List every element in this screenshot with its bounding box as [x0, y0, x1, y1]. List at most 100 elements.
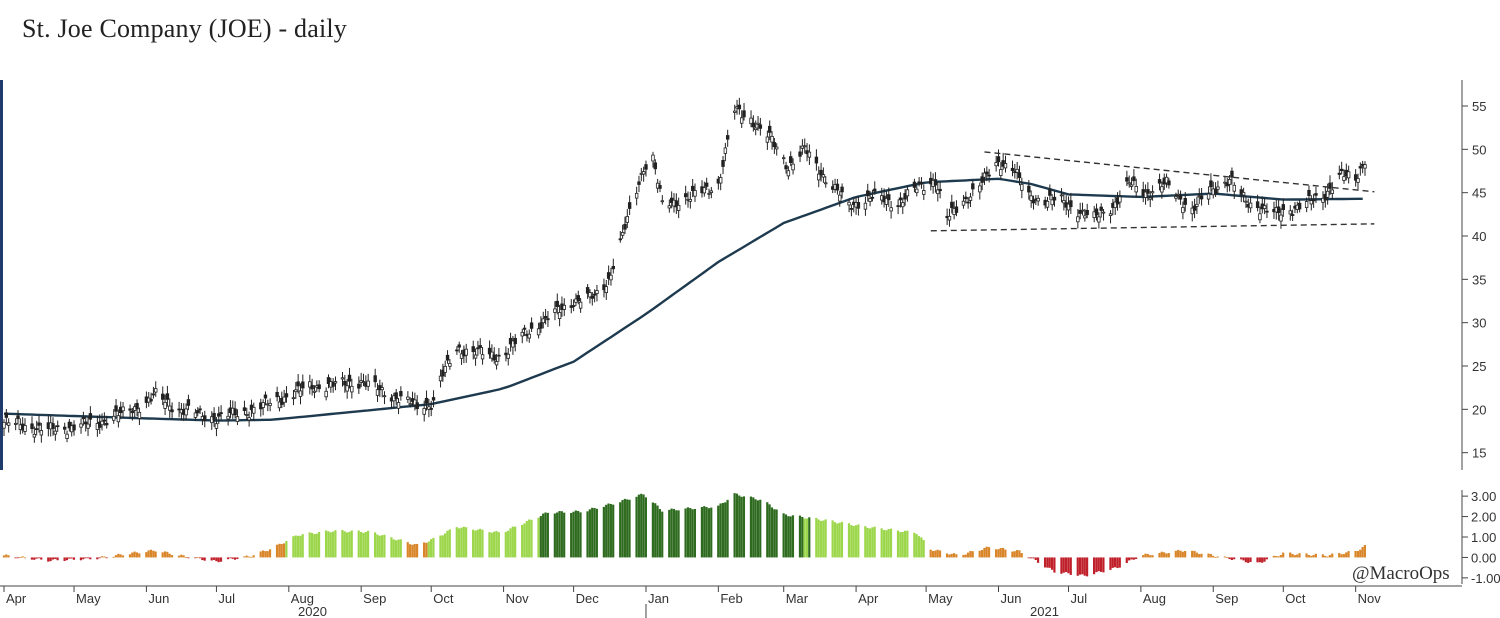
candle-body — [79, 423, 83, 428]
candle-body — [212, 412, 216, 420]
candle-body — [1113, 201, 1117, 209]
candle-body — [690, 185, 695, 191]
candle-body — [739, 117, 744, 124]
oscillator-bar — [509, 528, 512, 558]
oscillator-bar — [805, 518, 809, 558]
candle-body — [903, 193, 907, 200]
oscillator-bar — [1247, 557, 1250, 563]
candle-body — [438, 375, 443, 382]
candle-body — [464, 348, 468, 356]
oscillator-bar — [1277, 556, 1280, 558]
candle-body — [1255, 201, 1260, 209]
candlestick-series — [2, 97, 1367, 443]
oscillator-bar — [1163, 552, 1166, 558]
oscillator-bar — [1093, 557, 1096, 575]
oscillator-bar — [439, 535, 442, 558]
candle-body — [55, 425, 60, 428]
candle-body — [154, 388, 158, 393]
candle-body — [1330, 189, 1335, 194]
oscillator-bar — [1081, 557, 1084, 575]
candle-body — [1279, 214, 1283, 222]
candle-body — [1003, 163, 1008, 169]
candle-body — [471, 346, 475, 353]
candle-body — [1015, 168, 1019, 173]
candle-body — [1160, 186, 1164, 193]
candle-body — [821, 174, 826, 178]
oscillator-bar — [644, 497, 647, 558]
oscillator-bar — [317, 531, 321, 558]
oscillator-bar — [759, 499, 762, 558]
candle-body — [856, 202, 861, 209]
x-tick-label: Jul — [1071, 591, 1088, 606]
oscillator-bar — [544, 512, 547, 558]
oscillator-bar — [1356, 551, 1359, 558]
oscillator-bar — [1263, 557, 1266, 562]
oscillator-bar — [1109, 557, 1112, 570]
oscillator-bar — [112, 556, 115, 558]
oscillator-bar — [149, 549, 153, 558]
oscillator-bar — [1191, 550, 1194, 558]
candle-body — [275, 391, 279, 398]
oscillator-bar — [1027, 557, 1030, 559]
oscillator-bar-series — [2, 493, 1366, 577]
candle-body — [217, 413, 221, 417]
oscillator-bar — [1130, 557, 1133, 560]
candle-body — [1342, 176, 1346, 181]
oscillator-bar — [740, 496, 743, 558]
oscillator-bar — [154, 551, 157, 558]
x-tick-label: Apr — [6, 591, 27, 606]
candle-body — [919, 182, 924, 185]
oscillator-bar — [997, 549, 1000, 558]
oscillator-bar — [345, 532, 349, 558]
candle-body — [543, 315, 548, 319]
candle-body — [553, 308, 557, 313]
oscillator-bar — [530, 519, 533, 558]
oscillator-bar — [703, 506, 706, 558]
oscillator-bar — [707, 508, 711, 558]
oscillator-bar — [14, 557, 17, 559]
candle-body — [326, 377, 331, 384]
candle-body — [936, 189, 940, 195]
candle-body — [394, 392, 398, 400]
oscillator-bar — [1307, 554, 1310, 558]
oscillator-bar — [138, 553, 141, 558]
oscillator-bar — [684, 508, 687, 558]
x-tick-label: May — [76, 591, 101, 606]
oscillator-bar — [261, 550, 265, 558]
oscillator-bar — [623, 498, 626, 558]
candle-body — [1020, 183, 1024, 191]
oscillator-bar — [399, 539, 402, 558]
candle-body — [261, 402, 265, 408]
candle-body — [541, 318, 545, 324]
oscillator-bar — [1193, 550, 1196, 558]
candle-body — [585, 287, 590, 294]
candle-body — [1206, 193, 1211, 200]
candle-body — [100, 420, 104, 426]
candle-body — [13, 423, 18, 425]
candle-body — [798, 151, 802, 157]
oscillator-bar — [726, 499, 729, 558]
candle-body — [242, 407, 247, 411]
x-tick-label: May — [928, 591, 953, 606]
x-tick-label: Mar — [786, 591, 809, 606]
oscillator-bar — [717, 505, 720, 558]
oscillator-bar — [1174, 550, 1177, 558]
candle-body — [67, 421, 72, 429]
oscillator-bar — [931, 550, 935, 558]
candle-body — [193, 412, 198, 418]
candle-body — [296, 381, 300, 387]
oscillator-bar — [964, 554, 967, 558]
candle-body — [847, 201, 851, 206]
oscillator-bar — [675, 510, 678, 558]
candle-body — [819, 169, 823, 176]
candle-body — [1281, 204, 1285, 210]
oscillator-bar — [787, 516, 790, 558]
oscillator-bar — [539, 516, 542, 558]
oscillator-bar — [511, 526, 514, 558]
oscillator-bar — [1289, 552, 1292, 558]
oscillator-bar — [656, 505, 659, 558]
oscillator-bar — [1046, 557, 1049, 568]
oscillator-bar — [994, 549, 998, 558]
oscillator-bar — [1279, 555, 1282, 558]
candle-body — [1195, 203, 1199, 207]
